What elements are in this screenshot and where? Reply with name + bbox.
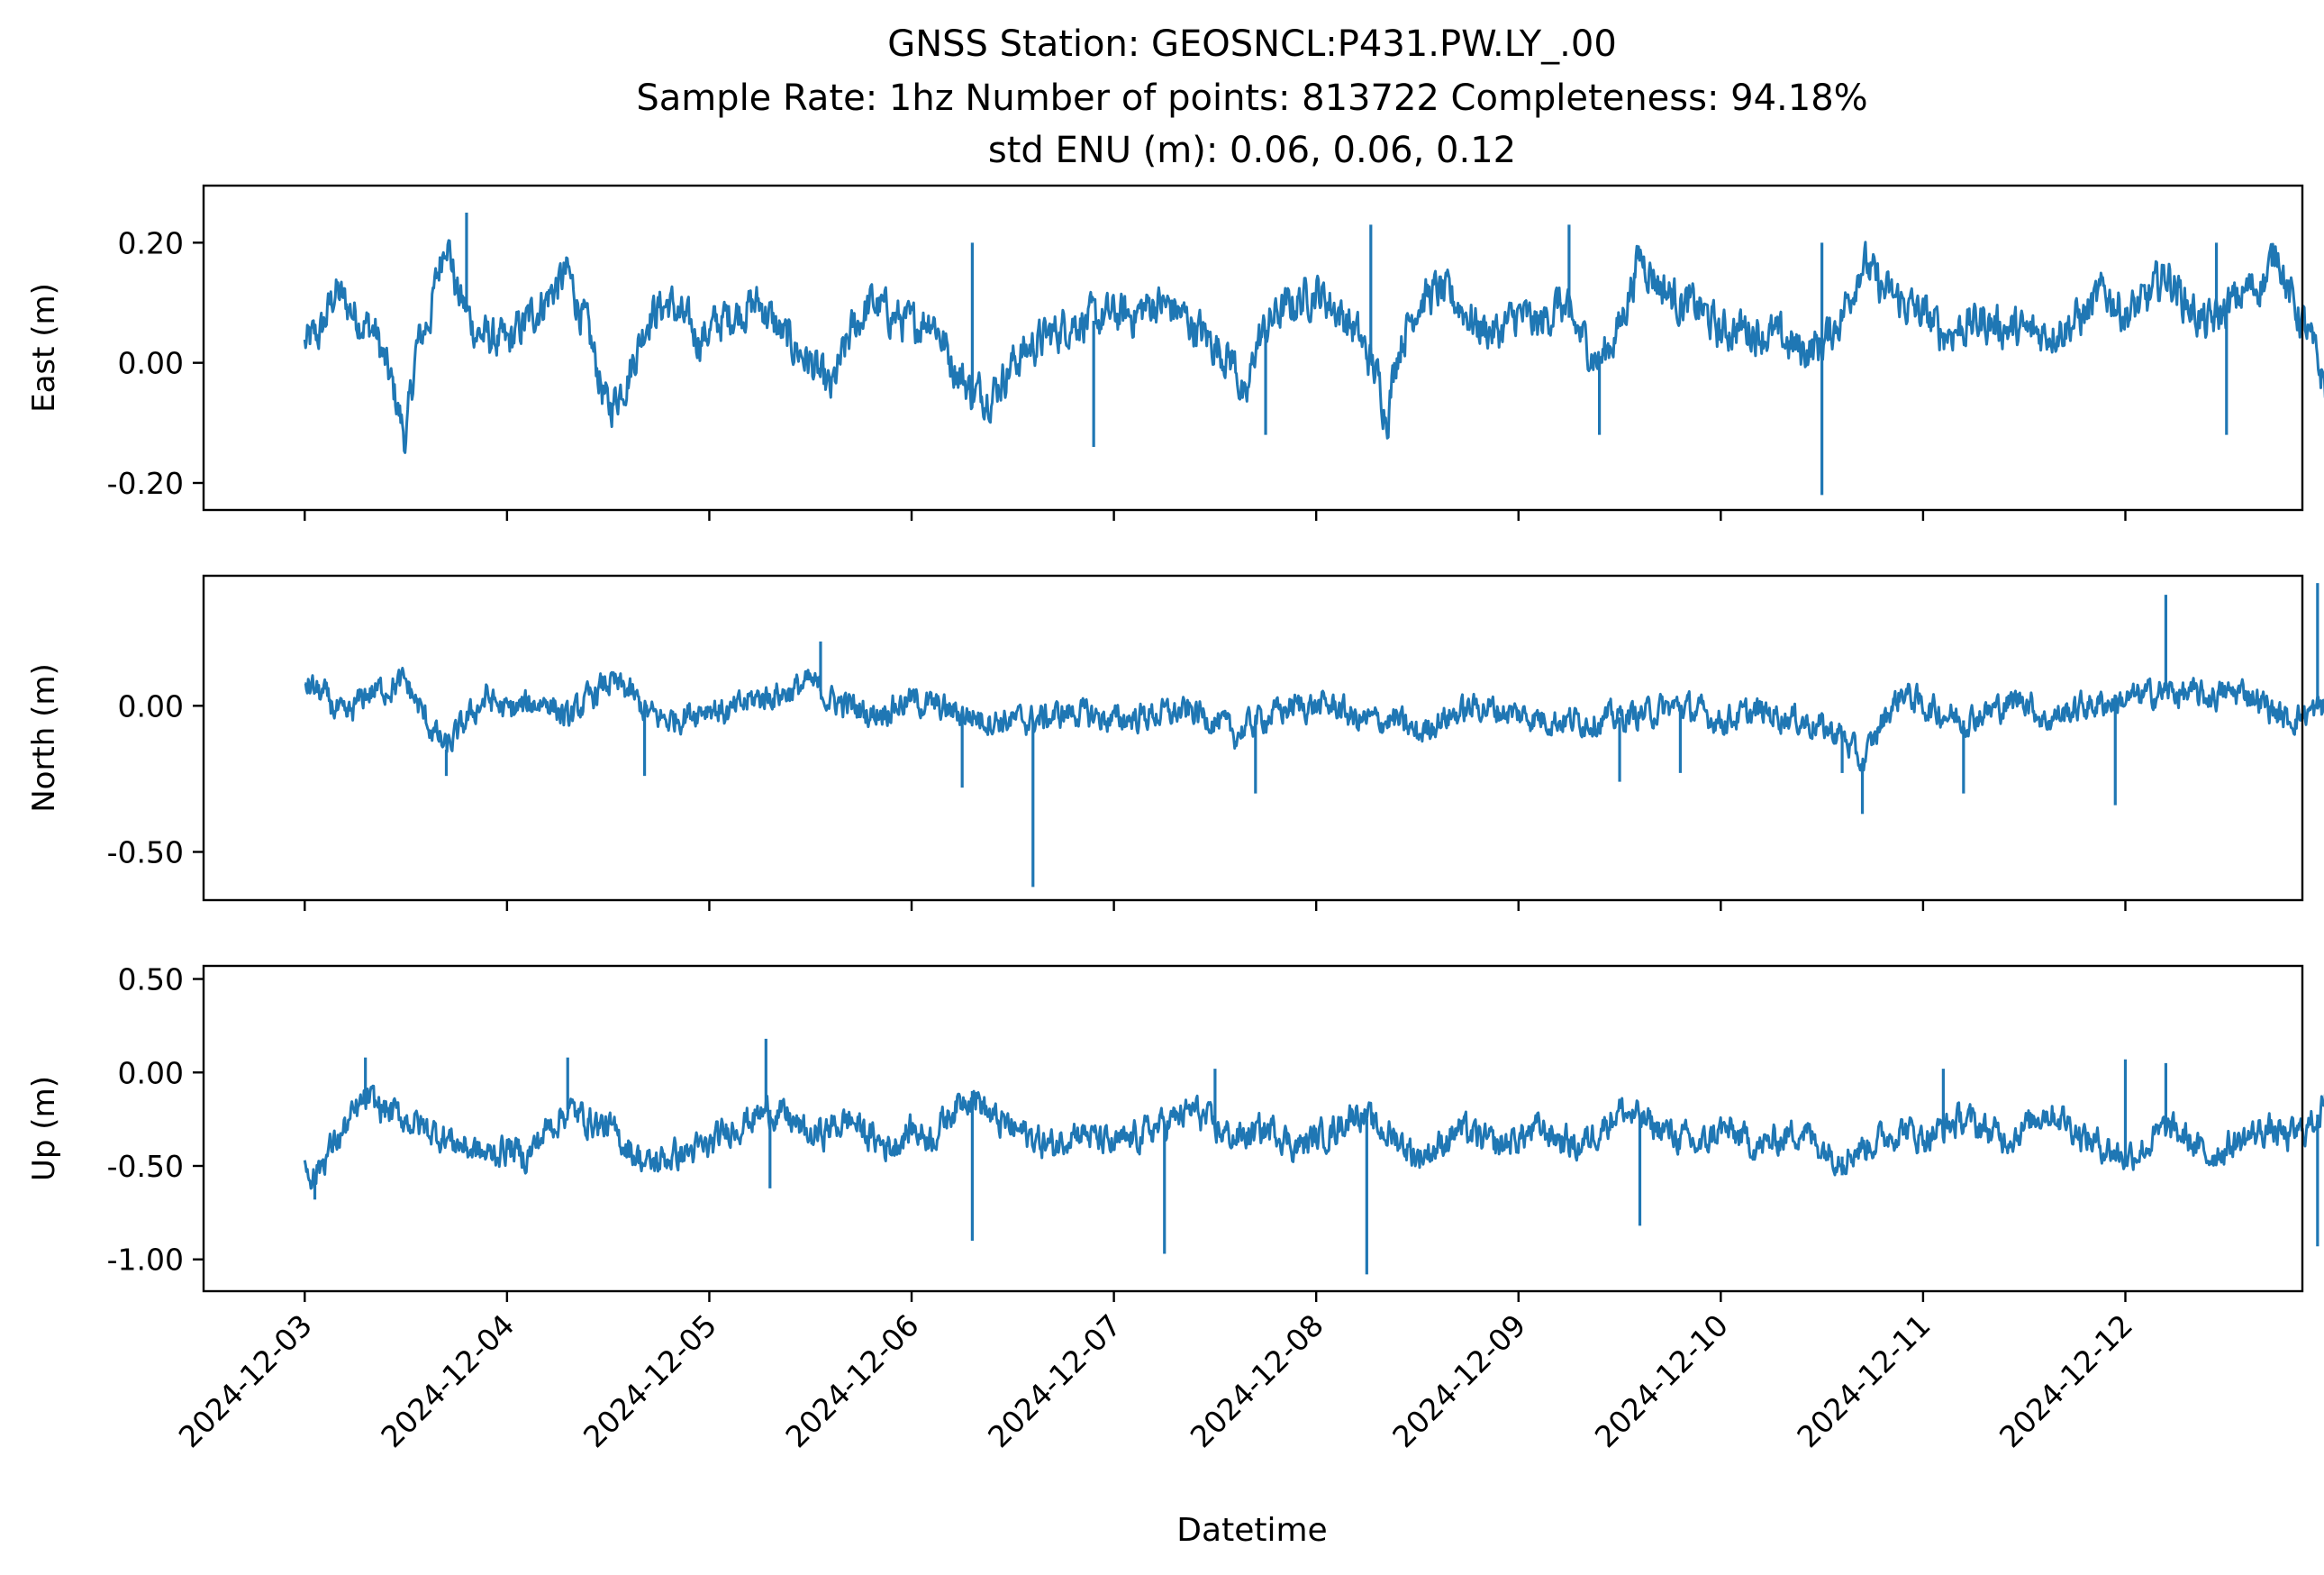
east-y-tick-label: 0.20 (118, 225, 184, 260)
panel-east: 0.20 0.00 -0.20 East (m) (26, 184, 2324, 521)
up-y-axis-label: Up (m) (26, 1076, 62, 1181)
x-tick-label: 2024-12-12 (1993, 1307, 2139, 1454)
up-y-tick-label: 0.00 (118, 1055, 184, 1090)
x-tick-label: 2024-12-07 (981, 1307, 1128, 1454)
east-axes-frame (202, 184, 2304, 512)
x-tick-label: 2024-12-10 (1588, 1307, 1735, 1454)
title-line-2: Sample Rate: 1hz Number of points: 81372… (636, 77, 1867, 119)
x-tick-label: 2024-12-04 (374, 1307, 521, 1454)
up-y-tick-label: -1.00 (107, 1243, 184, 1278)
x-axis-label: Datetime (1176, 1512, 1327, 1549)
east-series-line (303, 239, 2324, 454)
x-tick-label: 2024-12-06 (778, 1307, 925, 1454)
east-y-axis-label: East (m) (26, 283, 62, 413)
up-series-line (303, 1084, 2324, 1190)
east-y-tick-label: -0.20 (107, 466, 184, 501)
panel-north: 0.00 -0.50 North (m) (26, 574, 2324, 911)
x-tick-label: 2024-12-11 (1790, 1307, 1937, 1454)
x-tick-label: 2024-12-09 (1385, 1307, 1532, 1454)
north-y-tick-label: 0.00 (118, 688, 184, 724)
x-tick-label: 2024-12-03 (172, 1307, 319, 1454)
north-y-axis-label: North (m) (26, 663, 62, 813)
up-axes-frame (202, 964, 2304, 1293)
title-line-3: std ENU (m): 0.06, 0.06, 0.12 (988, 130, 1516, 171)
north-axes-frame (202, 574, 2304, 902)
figure-title: GNSS Station: GEOSNCL:P431.PW.LY_.00 Sam… (636, 23, 1867, 171)
north-series-line (304, 667, 2324, 773)
x-tick-label: 2024-12-05 (576, 1307, 723, 1454)
panel-up: 0.50 0.00 -0.50 -1.00 Up (m) 2024-12-03 2024-1… (26, 962, 2324, 1454)
title-line-1: GNSS Station: GEOSNCL:P431.PW.LY_.00 (887, 23, 1617, 65)
up-y-tick-label: 0.50 (118, 962, 184, 997)
east-y-tick-label: 0.00 (118, 346, 184, 381)
x-tick-label: 2024-12-08 (1184, 1307, 1330, 1454)
north-y-tick-label: -0.50 (107, 834, 184, 869)
up-y-tick-label: -0.50 (107, 1149, 184, 1184)
